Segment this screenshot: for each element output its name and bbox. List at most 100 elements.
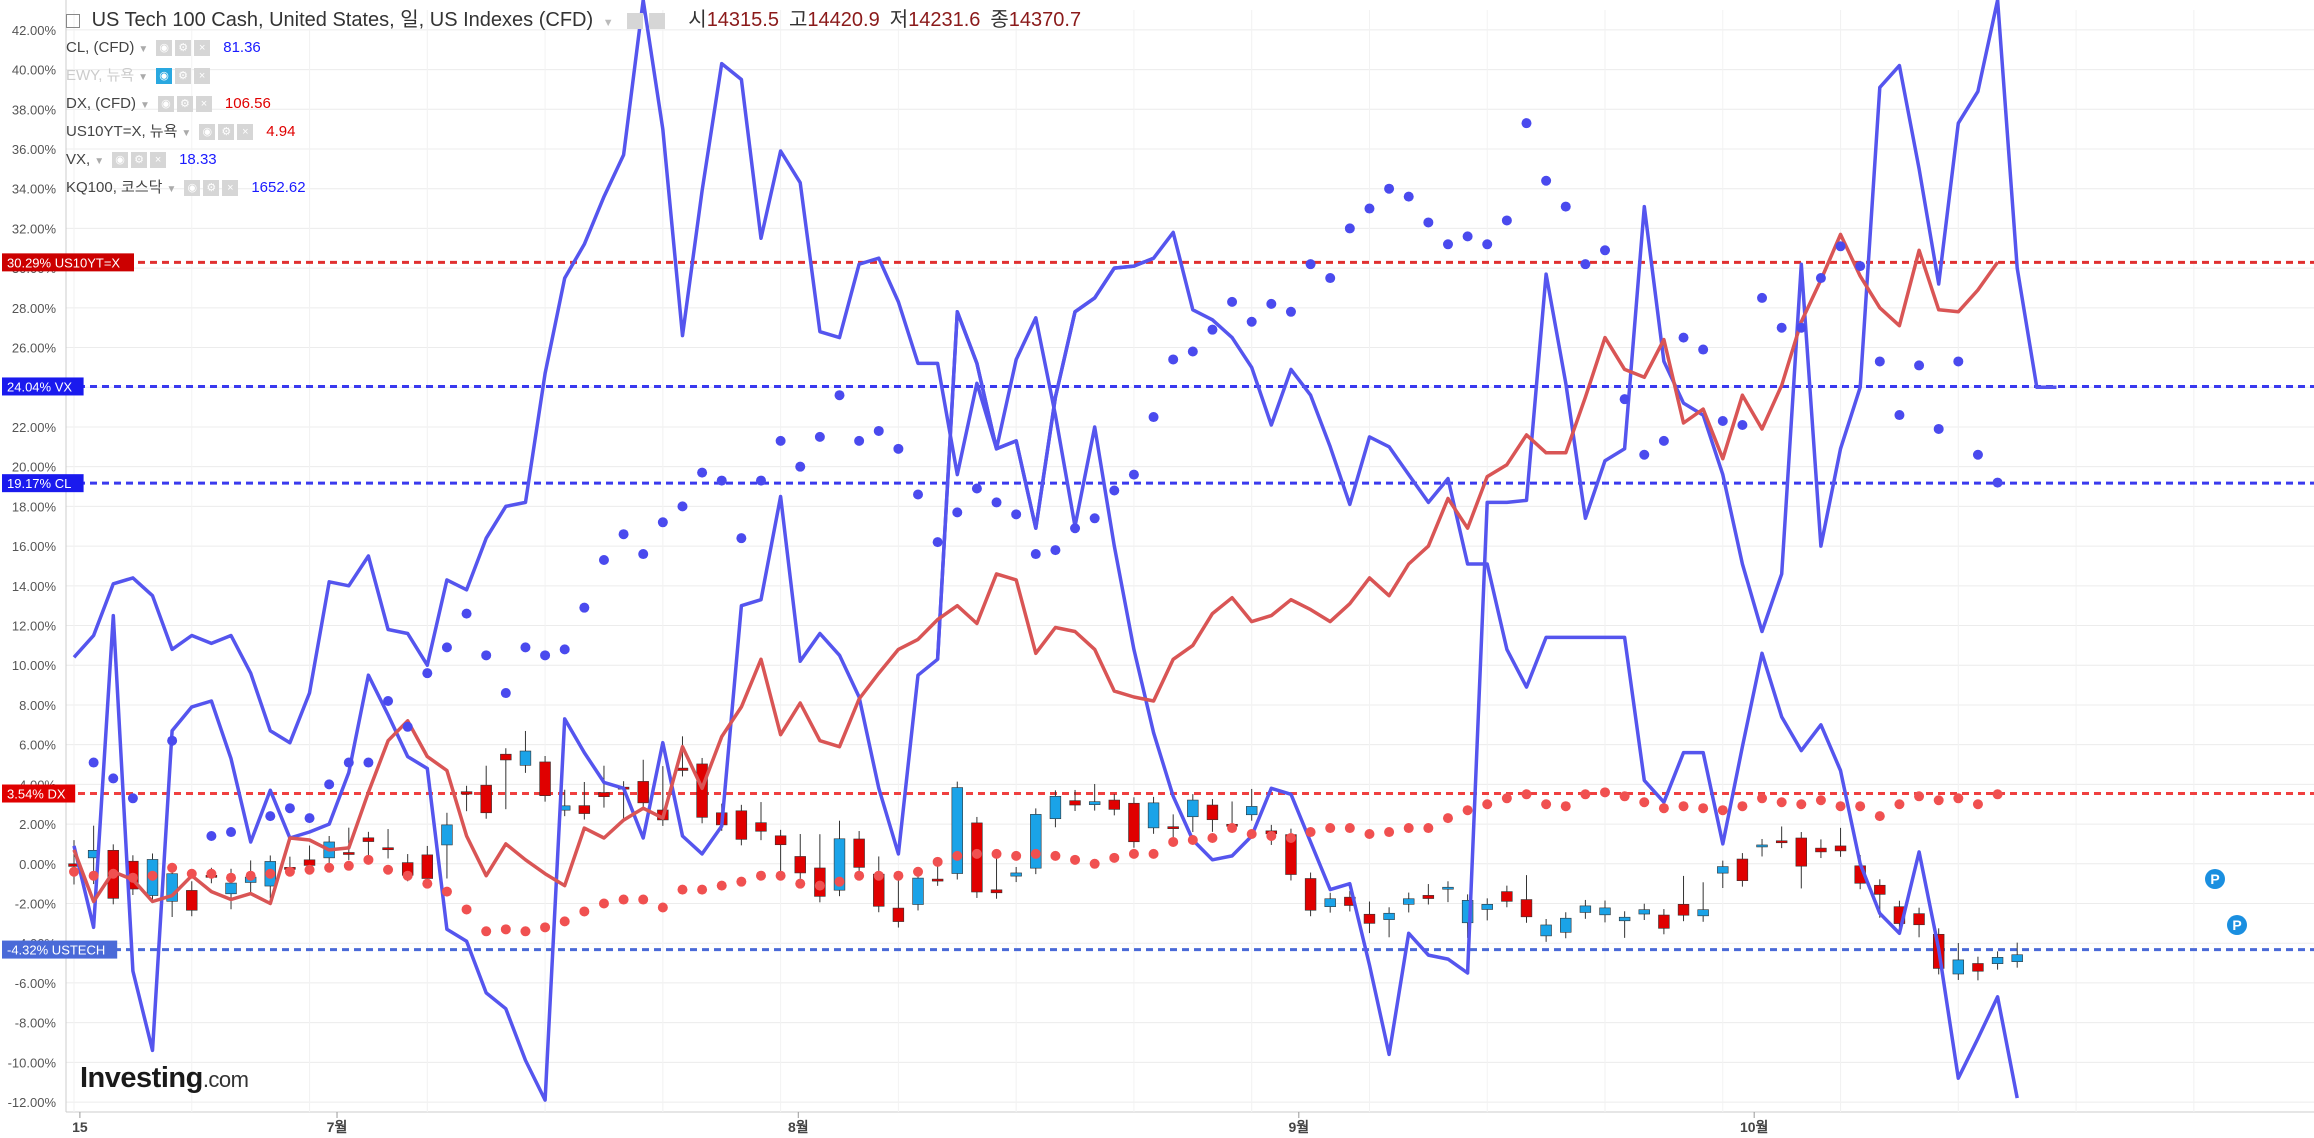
series-dot-4 — [1639, 449, 1650, 460]
eye-icon[interactable]: ◉ — [156, 68, 173, 85]
chevron-down-icon[interactable]: ▼ — [140, 100, 150, 111]
chevron-down-icon[interactable]: ▼ — [138, 72, 149, 83]
close-icon[interactable]: × — [150, 152, 167, 169]
series-dot-5 — [186, 868, 197, 879]
close-icon[interactable]: × — [195, 96, 212, 113]
series-dot-5 — [1600, 787, 1611, 798]
candle-body — [166, 873, 178, 902]
y-tick-label: -2.00% — [15, 897, 57, 912]
marker-tags: 30.29% US10YT=X 24.04% VX 19.17% CL 3.54% D… — [2, 253, 134, 959]
series-dot-5 — [991, 848, 1002, 859]
close-icon[interactable]: × — [194, 40, 211, 57]
candle-body — [696, 763, 708, 818]
candle-body — [931, 878, 944, 882]
series-dot-5 — [108, 868, 119, 879]
gear-icon[interactable]: ⚙ — [176, 96, 193, 113]
eye-icon[interactable]: ◉ — [156, 40, 173, 57]
series-dot-5 — [1285, 832, 1296, 843]
series-dot-4 — [1717, 416, 1728, 427]
series-dot-5 — [1168, 836, 1179, 847]
series-dot-5 — [1953, 793, 1964, 804]
candle-body — [1363, 913, 1376, 924]
close-icon[interactable]: × — [222, 180, 239, 197]
candle-body — [1599, 907, 1611, 916]
series-dot-4 — [932, 537, 943, 548]
x-tick-label: 7월 — [327, 1119, 348, 1135]
series-dot-5 — [245, 870, 256, 881]
series-dot-5 — [1070, 854, 1081, 865]
eye-icon[interactable]: ◉ — [112, 152, 129, 169]
candle-body — [1167, 826, 1179, 829]
dot-series — [69, 118, 2003, 937]
series-name: CL, (CFD) — [66, 39, 135, 56]
series-dot-4 — [991, 497, 1002, 508]
series-legend-row[interactable]: DX, (CFD) ▼ ◉ ⚙ × 106.56 — [66, 90, 1081, 118]
series-dot-4 — [1541, 175, 1552, 186]
y-tick-label: 40.00% — [12, 63, 57, 78]
y-tick-label: 26.00% — [12, 341, 57, 356]
eye-icon[interactable]: ◉ — [199, 124, 216, 141]
series-dot-4 — [540, 650, 551, 661]
series-dot-5 — [69, 866, 79, 877]
gear-icon[interactable]: ⚙ — [131, 152, 148, 169]
chevron-down-icon[interactable]: ▼ — [94, 156, 105, 167]
series-dot-4 — [1423, 217, 1434, 228]
gear-icon[interactable]: ⚙ — [175, 68, 192, 85]
chevron-down-icon[interactable]: ▼ — [181, 128, 192, 139]
candle-body — [1658, 914, 1670, 929]
series-dot-5 — [1992, 789, 2003, 800]
series-legend-row[interactable]: KQ100, 코스닥 ▼ ◉ ⚙ × 1652.62 — [66, 174, 1081, 202]
chart-legend: US Tech 100 Cash, United States, 일, US I… — [66, 6, 1081, 202]
series-dot-5 — [284, 866, 295, 877]
logo-text: Investing — [80, 1062, 203, 1094]
eye-icon[interactable]: ◉ — [184, 180, 201, 197]
series-dot-4 — [1894, 410, 1905, 421]
settings-icon[interactable] — [627, 12, 644, 29]
series-dot-4 — [1501, 215, 1512, 226]
series-legend-row[interactable]: US10YT=X, 뉴욕 ▼ ◉ ⚙ × 4.94 — [66, 118, 1081, 146]
series-dot-4 — [1835, 241, 1846, 252]
series-dot-5 — [441, 886, 452, 897]
x-tick-label: 10월 — [1740, 1119, 1768, 1135]
series-name: DX, (CFD) — [66, 95, 136, 112]
series-legend-row[interactable]: CL, (CFD) ▼ ◉ ⚙ × 81.36 — [66, 34, 1081, 62]
candle-body — [460, 791, 473, 795]
series-dot-4 — [422, 668, 433, 679]
candle-body — [578, 805, 591, 814]
collapse-icon[interactable] — [66, 13, 80, 28]
series-dot-5 — [598, 898, 609, 909]
gear-icon[interactable]: ⚙ — [203, 180, 220, 197]
eye-icon[interactable]: ◉ — [157, 96, 174, 113]
y-tick-label: 8.00% — [19, 698, 56, 713]
series-dot-5 — [1855, 801, 1866, 812]
y-tick-label: 34.00% — [12, 182, 57, 197]
series-dot-5 — [304, 864, 315, 875]
gear-icon[interactable]: ⚙ — [175, 40, 192, 57]
candle-body — [833, 838, 846, 891]
series-dot-5 — [383, 864, 394, 875]
series-dot-5 — [1541, 799, 1552, 810]
candle-body — [951, 787, 963, 874]
series-dot-5 — [147, 870, 158, 881]
series-dot-4 — [1207, 324, 1218, 335]
series-dot-4 — [1815, 273, 1826, 284]
close-icon[interactable]: × — [194, 68, 211, 85]
series-legend-row[interactable]: EWY, 뉴욕 ▼ ◉ ⚙ × — [66, 62, 1081, 90]
y-tick-label: 10.00% — [12, 658, 57, 673]
event-marker-p-icon[interactable] — [2227, 915, 2247, 935]
chevron-down-icon[interactable]: ▼ — [166, 184, 177, 195]
series-dot-5 — [579, 906, 590, 917]
gear-icon[interactable]: ⚙ — [218, 124, 235, 141]
chevron-down-icon[interactable]: ▼ — [602, 17, 614, 29]
series-dot-5 — [422, 878, 433, 889]
close-icon[interactable]: × — [237, 124, 254, 141]
event-marker-p-icon[interactable] — [2205, 869, 2225, 889]
gear-icon[interactable] — [648, 12, 665, 29]
candle-body — [892, 907, 905, 922]
marker-tag-label: -4.32% USTECH — [7, 943, 105, 958]
candle-body — [755, 822, 767, 832]
ohlc-label: 저 — [889, 9, 909, 31]
chevron-down-icon[interactable]: ▼ — [138, 44, 149, 55]
series-legend-row[interactable]: VX, ▼ ◉ ⚙ × 18.33 — [66, 146, 1081, 174]
